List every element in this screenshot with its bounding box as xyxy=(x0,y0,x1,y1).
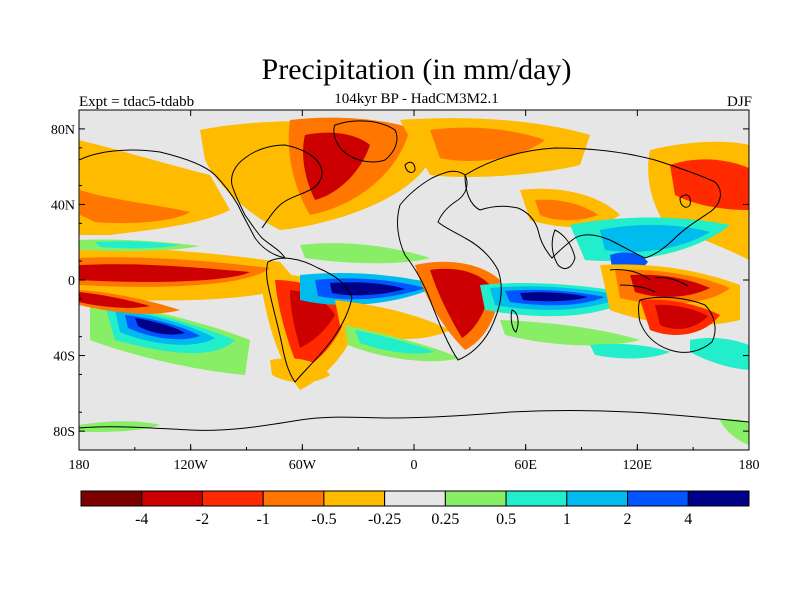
anomaly-region xyxy=(80,190,190,224)
colorbar: -4 -2 -1 -0.5 -0.25 0.25 0.5 1 2 4 xyxy=(80,490,750,528)
colorbar-label: 0.25 xyxy=(431,511,459,528)
lon-tick-label: 180 xyxy=(739,458,760,473)
latitude-axis: 80N 40N 0 40S 80S xyxy=(51,109,749,451)
anomaly-region xyxy=(630,274,710,297)
anomaly-region xyxy=(79,292,150,308)
colorbar-swatch xyxy=(323,490,386,507)
season-label: DJF xyxy=(726,94,752,110)
lat-tick-label: 40N xyxy=(51,198,75,213)
anomaly-region xyxy=(330,282,405,296)
precipitation-anomaly-field xyxy=(79,117,749,445)
colorbar-swatch xyxy=(687,490,750,507)
colorbar-label: -0.5 xyxy=(311,511,336,528)
lat-tick-label: 80N xyxy=(51,123,75,138)
lon-tick-label: 60W xyxy=(289,458,317,473)
anomaly-region xyxy=(300,243,430,264)
colorbar-swatch xyxy=(384,490,446,507)
coastline-antarctica xyxy=(79,410,749,431)
anomaly-region xyxy=(95,241,180,249)
coastline-south-america xyxy=(266,257,353,383)
lat-tick-label: 40S xyxy=(53,350,75,365)
anomaly-region xyxy=(303,132,370,200)
anomaly-region xyxy=(430,127,545,161)
coastline-greenland xyxy=(333,120,398,163)
lon-tick-label: 180 xyxy=(69,458,90,473)
colorbar-label: -2 xyxy=(196,511,209,528)
anomaly-region xyxy=(355,330,435,354)
coastline-islands xyxy=(404,161,691,208)
coastline-maritime xyxy=(609,269,689,293)
lon-tick-label: 60E xyxy=(514,458,537,473)
colorbar-swatch xyxy=(505,490,568,507)
coastline-madagascar xyxy=(510,309,519,333)
colorbar-swatch xyxy=(627,490,689,507)
anomaly-region xyxy=(520,292,588,302)
colorbar-label: 2 xyxy=(624,511,632,528)
coastline-asia xyxy=(464,147,721,259)
experiment-label: Expt = tdac5-tdabb xyxy=(79,94,195,110)
coastline-europe-africa xyxy=(397,170,502,361)
colorbar-swatch xyxy=(566,490,629,507)
page-subtitle: 104kyr BP - HadCM3M2.1 xyxy=(334,91,499,107)
lat-tick-label: 0 xyxy=(68,274,75,289)
lat-tick-label: 80S xyxy=(53,425,75,440)
colorbar-swatch xyxy=(444,490,507,507)
colorbar-label: 0.5 xyxy=(496,511,516,528)
colorbar-label: -4 xyxy=(135,511,148,528)
coastline-north-america xyxy=(79,144,323,259)
anomaly-region xyxy=(79,264,250,282)
anomaly-region xyxy=(270,358,330,383)
anomaly-region xyxy=(135,318,185,335)
lon-tick-label: 120W xyxy=(174,458,209,473)
colorbar-swatch xyxy=(201,490,264,507)
anomaly-region xyxy=(535,199,598,221)
colorbar-swatch xyxy=(141,490,203,507)
colorbar-label: 4 xyxy=(684,511,692,528)
anomaly-region xyxy=(430,268,490,338)
anomaly-region xyxy=(720,419,749,445)
lon-tick-label: 120E xyxy=(623,458,653,473)
page-title: Precipitation (in mm/day) xyxy=(261,53,572,86)
anomaly-region xyxy=(290,290,335,348)
coastline-india xyxy=(551,229,576,269)
anomaly-region xyxy=(500,320,640,346)
lon-tick-label: 0 xyxy=(411,458,418,473)
colorbar-label: 1 xyxy=(563,511,571,528)
longitude-axis: 180 120W 60W 0 60E 120E 180 xyxy=(69,110,760,473)
colorbar-swatch xyxy=(262,490,325,507)
coastline-australia xyxy=(638,296,716,353)
colorbar-label: -0.25 xyxy=(368,511,401,528)
colorbar-swatch xyxy=(80,490,143,507)
colorbar-label: -1 xyxy=(257,511,270,528)
anomaly-region xyxy=(690,337,749,370)
map-panel xyxy=(79,110,749,450)
anomaly-region xyxy=(655,304,708,329)
anomaly-region xyxy=(590,343,670,359)
coastlines xyxy=(79,120,749,431)
